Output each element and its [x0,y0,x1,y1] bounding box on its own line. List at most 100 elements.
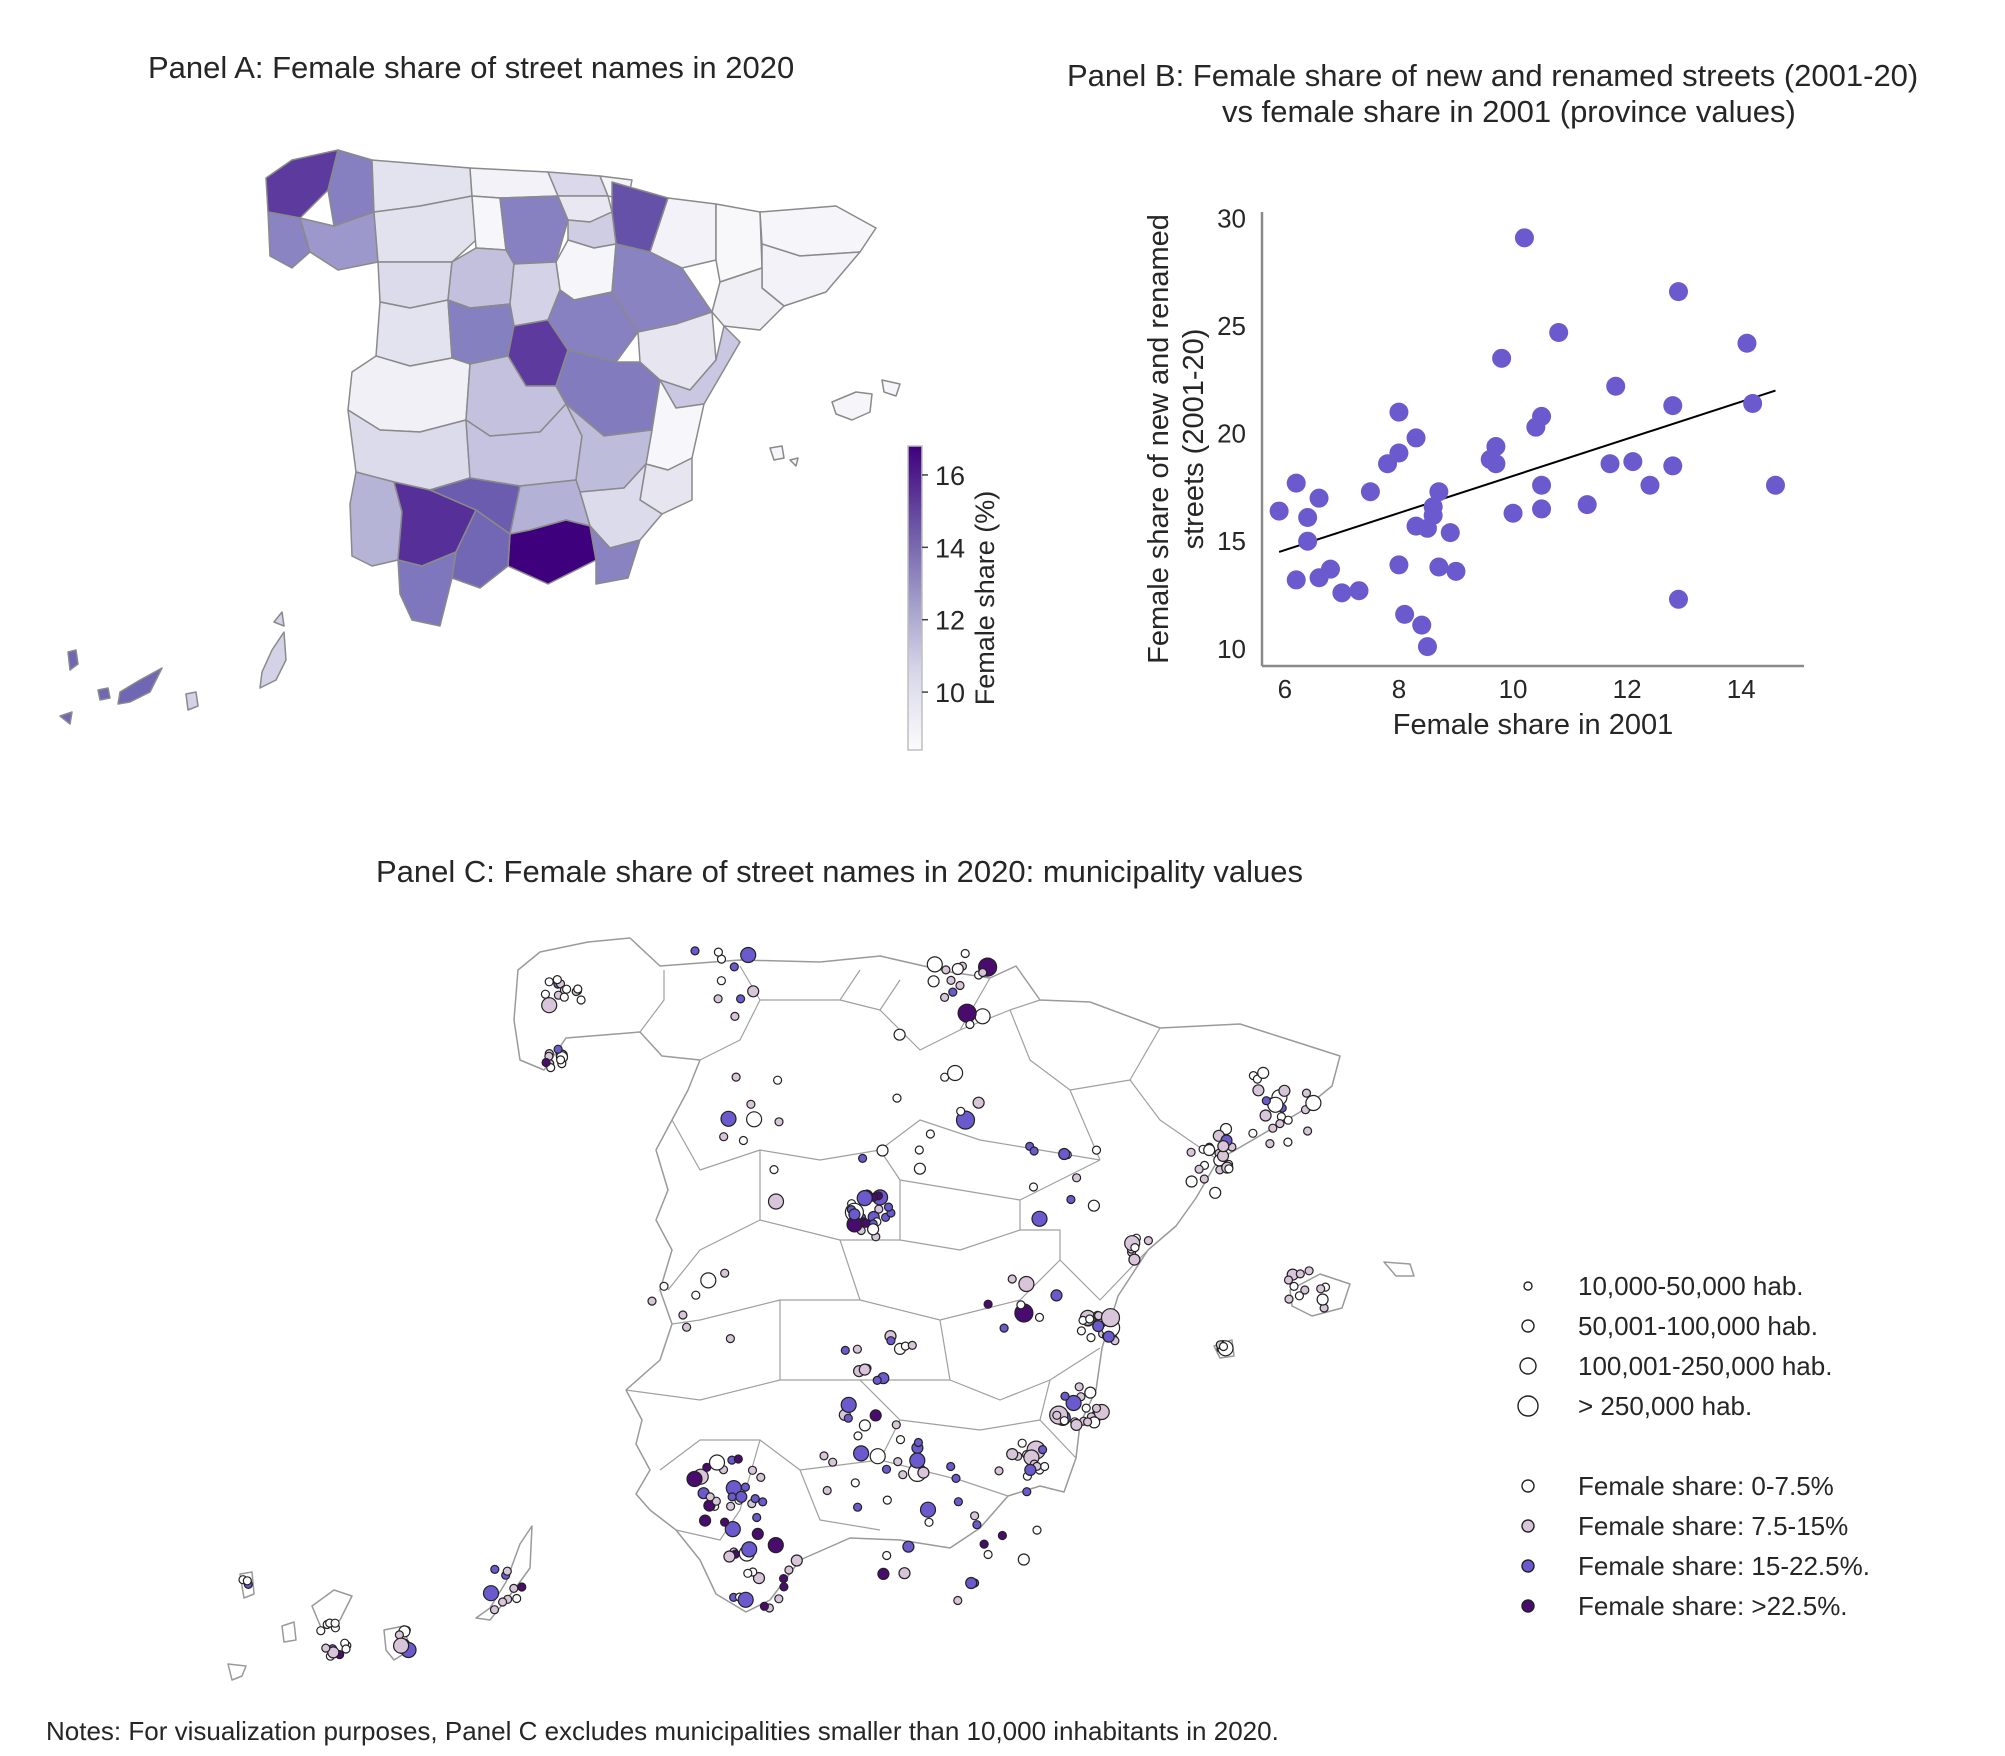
municipality-marker [1265,1138,1275,1149]
scatter-point [1286,473,1306,493]
municipality-marker [1259,1109,1272,1122]
municipality-marker [840,1345,850,1356]
municipality-marker [828,1457,838,1467]
municipality-marker [1252,1084,1265,1097]
municipality-marker [895,1434,906,1445]
municipality-marker [946,1461,956,1472]
municipality-marker [956,1106,966,1116]
municipality-marker [330,1618,340,1628]
scatter-point [1320,559,1340,579]
municipality-marker [1130,1242,1140,1253]
municipality-marker [898,1470,908,1480]
scatter-point [1417,637,1437,657]
municipality-marker [747,1465,758,1475]
municipality-marker [1087,1199,1101,1212]
municipality-marker [779,1582,789,1592]
municipality-marker [953,1595,963,1606]
municipality-marker [1289,1281,1299,1292]
scatter-point [1486,454,1506,474]
municipality-marker [1301,1088,1312,1098]
scatter-point [1412,615,1432,635]
municipality-marker [727,1492,737,1502]
municipality-marker [965,1576,978,1590]
province-salamanca [375,299,453,367]
scatter-point [1446,561,1466,581]
municipality-marker [576,995,586,1005]
municipality-marker [1203,1143,1216,1157]
municipality-marker [747,985,760,998]
province-a-coruna [265,149,339,219]
municipality-marker [752,1571,766,1585]
municipality-marker [869,1409,882,1422]
municipality-marker [917,1466,930,1479]
scatter-point [1423,505,1443,525]
municipality-marker [1100,1308,1121,1328]
x-tick-label: 10 [1499,674,1528,704]
scatter-point [1606,376,1626,396]
scatter-point [1765,475,1785,495]
municipality-marker [552,974,562,985]
municipality-marker [1091,1145,1102,1155]
municipality-marker [745,1111,763,1128]
municipality-marker [738,1135,749,1146]
province-avila [447,299,515,365]
municipality-marker [926,956,943,973]
municipality-marker [1316,1284,1326,1294]
province-pontevedra [267,211,311,269]
scatter-point [1395,604,1415,624]
province-huelva [349,471,403,567]
municipality-marker [678,1310,688,1320]
municipality-marker [941,965,951,975]
legend-size-label: 100,001-250,000 hab. [1578,1351,1832,1381]
municipality-marker [553,1044,563,1054]
municipality-marker [893,1028,906,1041]
notes-text: Notes: For visualization purposes, Panel… [46,1716,1279,1746]
municipality-marker [957,1003,977,1023]
scatter-point [1332,583,1352,603]
scatter-point [1623,452,1643,472]
municipality-marker [733,1454,743,1464]
municipality-marker [1268,1123,1278,1133]
scatter-point [1298,508,1318,528]
municipality-marker [700,1272,717,1289]
scatter-point [1389,402,1409,422]
municipality-marker [852,1445,870,1462]
scatter-point [1668,282,1688,302]
municipality-marker [778,1573,789,1584]
municipality-marker [853,1431,863,1441]
municipality-marker [731,1072,741,1082]
municipality-marker [891,1420,901,1430]
municipality-marker [1017,1438,1027,1448]
municipality-marker [1018,1275,1035,1293]
municipality-marker [907,1340,917,1351]
municipality-marker [1294,1291,1305,1301]
municipality-marker [716,976,727,986]
municipality-marker [886,1336,896,1346]
municipality-marker [972,1096,985,1109]
panel-a-colorbar: 10 12 14 16 Female share (%) [907,445,1000,751]
municipality-marker [746,1099,756,1109]
scatter-point [1577,495,1597,515]
municipality-marker [730,1011,740,1022]
municipality-marker [509,1583,519,1594]
municipality-marker [979,1539,989,1549]
municipality-marker [502,1566,512,1576]
province-borders-c [625,965,1219,1541]
scatter-point [1269,501,1289,521]
municipality-marker [784,1565,794,1575]
x-axis-label: Female share in 2001 [1393,709,1674,741]
municipality-marker [790,1554,803,1567]
municipality-marker [969,1511,980,1521]
scatter-point [1668,589,1688,609]
municipality-marker [1284,1294,1294,1304]
municipality-marker [1295,1269,1305,1279]
province-vizcaya [547,171,609,197]
panel-c-title: Panel C: Female share of street names in… [376,854,1304,889]
colorbar-tick-label: 14 [935,533,965,563]
y-tick-label: 25 [1217,311,1246,341]
x-tick-label: 6 [1278,674,1292,704]
municipality-marker [767,1536,784,1554]
municipality-marker [1028,1182,1039,1192]
municipality-marker [321,1643,331,1653]
scatter-point [1389,443,1409,463]
